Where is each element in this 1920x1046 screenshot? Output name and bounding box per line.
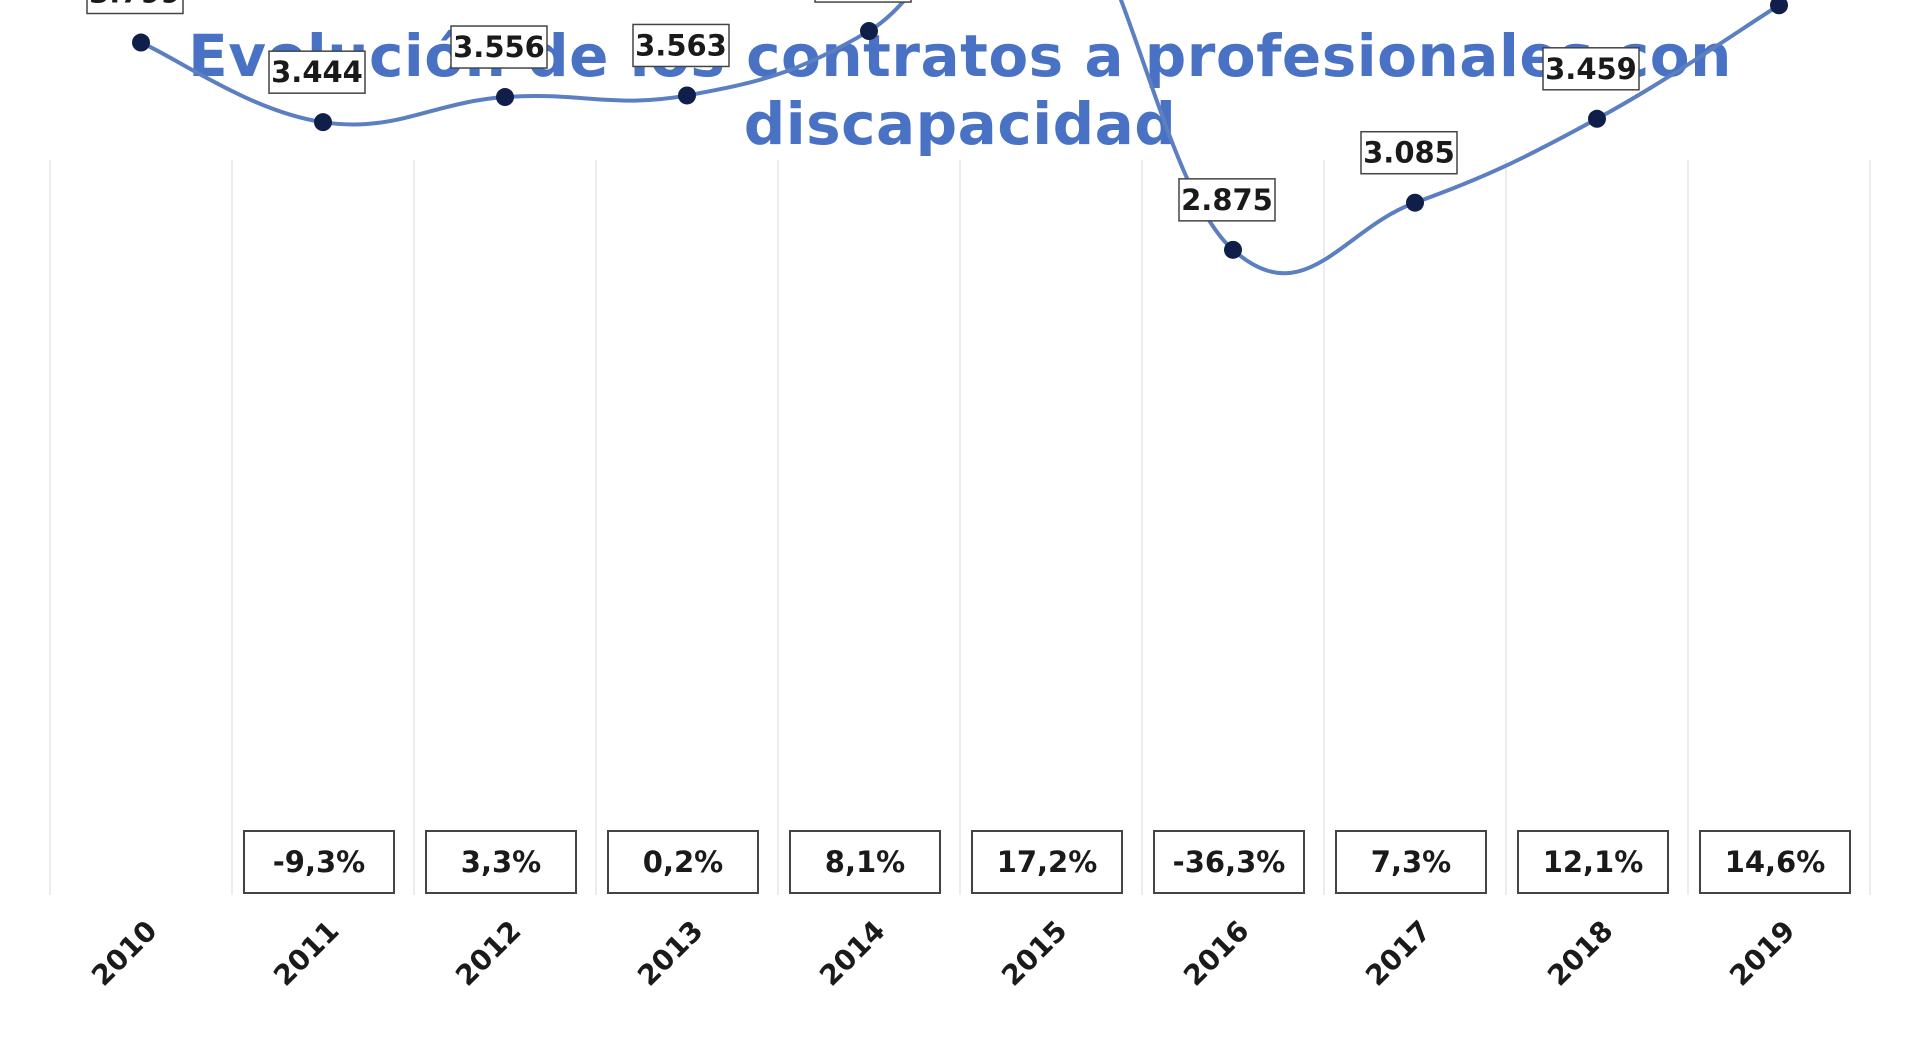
data-point-2018 [1588, 109, 1606, 128]
change-label-box [1153, 830, 1305, 894]
change-label-box [1699, 830, 1851, 894]
change-label-text: 3,3% [461, 845, 541, 879]
x-tick-2018: 2018 [1541, 914, 1619, 992]
change-label-2013: 0,2% [607, 830, 759, 894]
value-label-2014: 3.850 [814, 0, 912, 3]
x-tick-2017: 2017 [1359, 914, 1437, 992]
change-label-2019: 14,6% [1699, 830, 1851, 894]
series-line [140, 0, 1781, 276]
value-label-text: 3.563 [635, 28, 727, 62]
value-label-2016: 2.875 [1178, 178, 1276, 222]
value-label-2018: 3.459 [1542, 47, 1640, 91]
x-tick-2019: 2019 [1723, 914, 1801, 992]
data-point-2012 [496, 88, 514, 107]
grid-lines [49, 160, 1871, 895]
change-label-2014: 8,1% [789, 830, 941, 894]
change-label-box [607, 830, 759, 894]
x-tick-2014: 2014 [813, 914, 891, 992]
x-tick-2013: 2013 [631, 914, 709, 992]
change-label-box [789, 830, 941, 894]
x-axis-ticks: 2010 2011 2012 2013 2014 2015 2016 2017 2018 2019 [85, 914, 1801, 992]
x-tick-2010: 2010 [85, 914, 163, 992]
value-label-box [1178, 178, 1276, 222]
data-point-2017 [1406, 193, 1424, 212]
value-label-box [86, 0, 184, 15]
value-label-text: 2.875 [1181, 183, 1273, 217]
change-label-2012: 3,3% [425, 830, 577, 894]
x-tick-2015: 2015 [995, 914, 1073, 992]
value-label-text: 3.556 [453, 30, 545, 64]
change-label-text: -36,3% [1173, 845, 1286, 879]
change-label-box [1517, 830, 1669, 894]
value-label-box [1542, 47, 1640, 91]
data-point-2011 [314, 113, 332, 132]
change-label-2017: 7,3% [1335, 830, 1487, 894]
value-labels: 3.7993.4443.5563.5633.8504.5122.8753.085… [86, 0, 1640, 222]
change-label-box [243, 830, 395, 894]
data-markers [132, 0, 1788, 259]
value-label-2011: 3.444 [268, 50, 366, 94]
data-point-2010 [132, 33, 150, 52]
value-label-box [450, 25, 548, 69]
change-label-box [1335, 830, 1487, 894]
value-label-box [814, 0, 912, 3]
value-label-box [268, 50, 366, 94]
change-label-box [971, 830, 1123, 894]
data-point-2019 [1770, 0, 1788, 15]
change-label-box [425, 830, 577, 894]
change-label-text: 14,6% [1725, 845, 1826, 879]
x-tick-2012: 2012 [449, 914, 527, 992]
change-label-2011: -9,3% [243, 830, 395, 894]
value-label-box [1360, 130, 1458, 175]
change-label-2018: 12,1% [1517, 830, 1669, 894]
value-label-2017: 3.085 [1360, 130, 1458, 175]
data-point-2016 [1224, 240, 1242, 259]
value-label-2013: 3.563 [632, 23, 730, 68]
change-labels: -9,3% 3,3% 0,2% 8,1% 17,2% -36,3% 7,3% 12,1% 14,… [243, 830, 1851, 894]
change-label-2016: -36,3% [1153, 830, 1305, 894]
change-label-text: 0,2% [643, 845, 723, 879]
change-label-text: -9,3% [273, 845, 365, 879]
change-label-text: 8,1% [825, 845, 905, 879]
value-label-2012: 3.556 [450, 25, 548, 69]
change-label-text: 17,2% [997, 845, 1098, 879]
value-label-text: 3.085 [1363, 136, 1455, 170]
value-label-box [632, 23, 730, 68]
data-point-2013 [678, 86, 696, 105]
value-label-2010: 3.799 [86, 0, 184, 15]
x-tick-2011: 2011 [267, 914, 345, 992]
data-point-2014 [860, 22, 878, 41]
change-label-2015: 17,2% [971, 830, 1123, 894]
value-label-text: 3.459 [1545, 52, 1637, 86]
change-label-text: 7,3% [1371, 845, 1451, 879]
change-label-text: 12,1% [1543, 845, 1644, 879]
value-label-text: 3.444 [271, 55, 363, 89]
chart-title: Evolución de los contratos a profesional… [188, 22, 1732, 158]
series-line-group [140, 0, 1781, 276]
x-tick-2016: 2016 [1177, 914, 1255, 992]
value-label-text: 3.799 [89, 0, 181, 10]
